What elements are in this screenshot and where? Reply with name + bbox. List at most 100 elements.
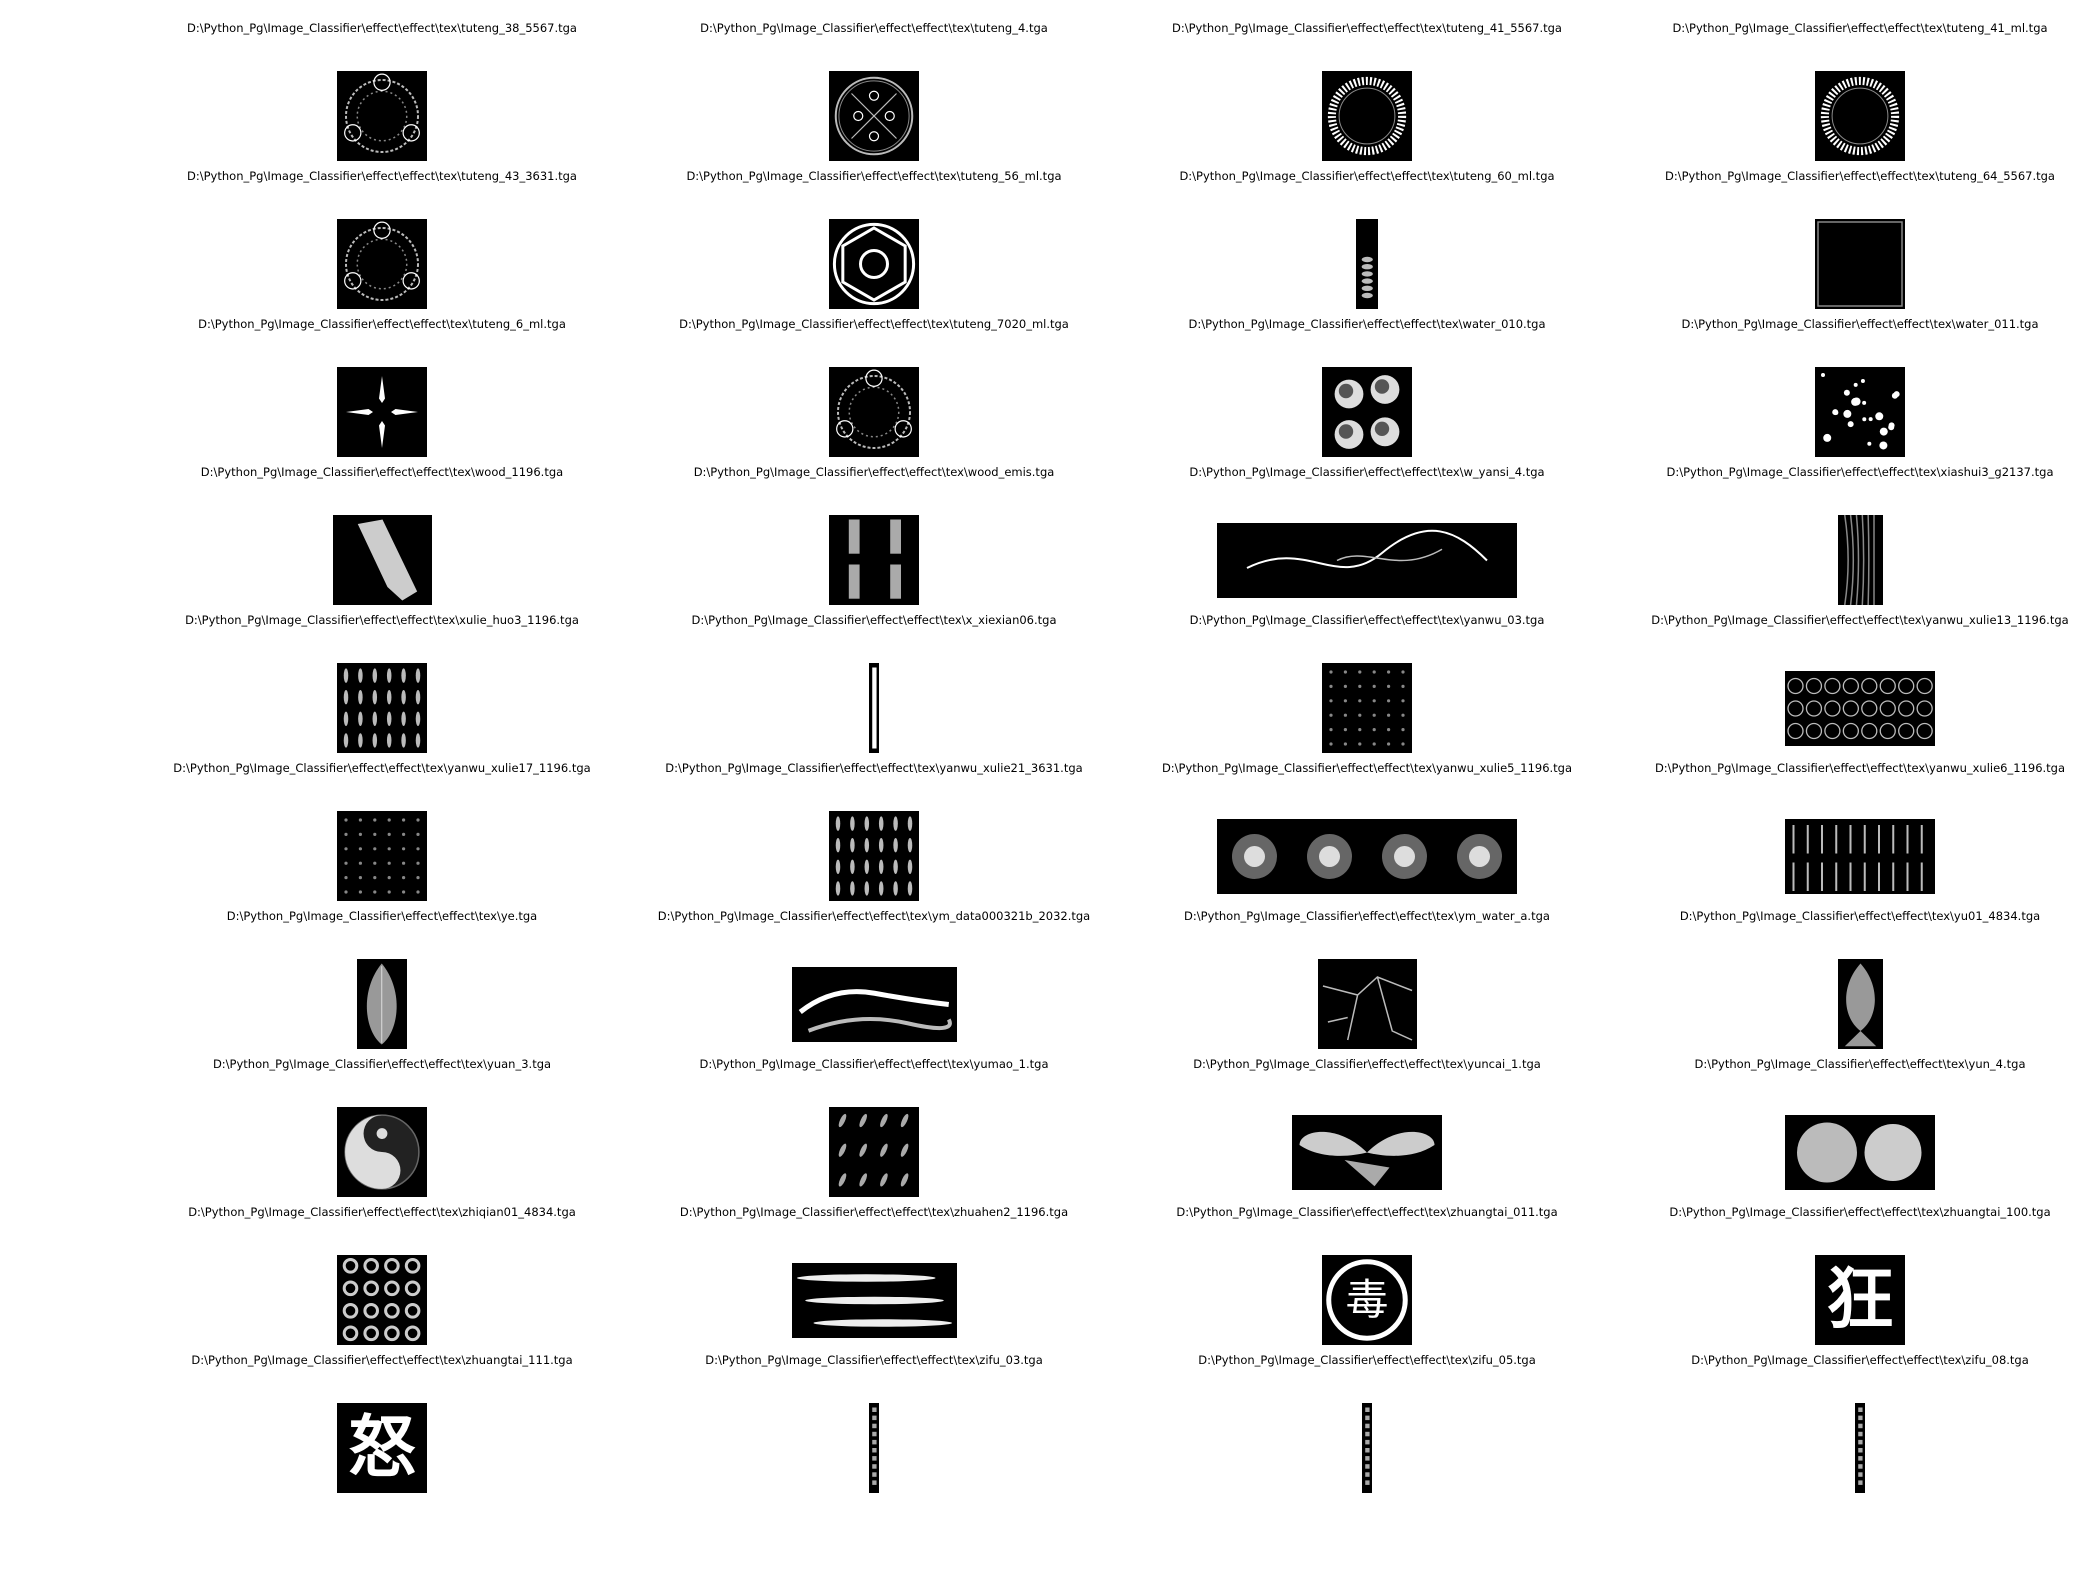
image-cell: D:\Python_Pg\Image_Classifier\effect\eff… <box>614 1057 1134 1204</box>
image-cell: D:\Python_Pg\Image_Classifier\effect\eff… <box>614 317 1134 464</box>
image-title: D:\Python_Pg\Image_Classifier\effect\eff… <box>1672 21 2048 35</box>
image-title: D:\Python_Pg\Image_Classifier\effect\eff… <box>1184 909 1550 923</box>
texture-image <box>1843 515 1875 605</box>
texture-image <box>871 667 877 749</box>
texture-image <box>798 988 952 1033</box>
texture-thumbnail <box>1815 367 1905 457</box>
image-cell: D:\Python_Pg\Image_Classifier\effect\eff… <box>1107 465 1627 612</box>
image-cell: D:\Python_Pg\Image_Classifier\effect\eff… <box>122 1057 642 1204</box>
texture-image <box>342 1258 421 1342</box>
image-title: D:\Python_Pg\Image_Classifier\effect\eff… <box>1179 169 1555 183</box>
texture-thumbnail <box>868 1403 880 1493</box>
image-title: D:\Python_Pg\Image_Classifier\effect\eff… <box>1189 465 1545 479</box>
image-title: D:\Python_Pg\Image_Classifier\effect\eff… <box>691 613 1057 627</box>
texture-image <box>832 222 916 306</box>
image-cell: D:\Python_Pg\Image_Classifier\effect\eff… <box>1107 1205 1627 1352</box>
image-title: D:\Python_Pg\Image_Classifier\effect\eff… <box>1193 1057 1541 1071</box>
texture-thumbnail <box>829 515 919 605</box>
image-title: D:\Python_Pg\Image_Classifier\effect\eff… <box>188 1205 576 1219</box>
image-title: D:\Python_Pg\Image_Classifier\effect\eff… <box>657 909 1091 923</box>
image-title: D:\Python_Pg\Image_Classifier\effect\eff… <box>1694 1057 2026 1071</box>
texture-thumbnail <box>829 811 919 901</box>
image-title: D:\Python_Pg\Image_Classifier\effect\eff… <box>1172 21 1562 35</box>
image-title: D:\Python_Pg\Image_Classifier\effect\eff… <box>1651 613 2069 627</box>
texture-image <box>1792 824 1923 891</box>
texture-thumbnail <box>337 367 427 457</box>
texture-thumbnail <box>1361 1403 1373 1493</box>
image-cell: D:\Python_Pg\Image_Classifier\effect\eff… <box>614 613 1134 760</box>
image-title: D:\Python_Pg\Image_Classifier\effect\eff… <box>686 169 1062 183</box>
texture-thumbnail <box>1815 71 1905 161</box>
image-title: D:\Python_Pg\Image_Classifier\effect\eff… <box>1161 761 1573 775</box>
image-title: D:\Python_Pg\Image_Classifier\effect\eff… <box>187 21 577 35</box>
image-cell: D:\Python_Pg\Image_Classifier\effect\eff… <box>614 21 1134 168</box>
texture-thumbnail <box>1837 959 1883 1049</box>
image-title: D:\Python_Pg\Image_Classifier\effect\eff… <box>212 1057 552 1071</box>
texture-image <box>838 1113 909 1187</box>
texture-thumbnail: 怒 <box>337 1403 427 1493</box>
image-title: D:\Python_Pg\Image_Classifier\effect\eff… <box>1691 1353 2029 1367</box>
image-title: D:\Python_Pg\Image_Classifier\effect\eff… <box>1666 465 2054 479</box>
image-cell: D:\Python_Pg\Image_Classifier\effect\eff… <box>614 909 1134 1056</box>
texture-image: 狂 <box>1826 1260 1894 1339</box>
texture-thumbnail <box>829 219 919 309</box>
image-cell: D:\Python_Pg\Image_Classifier\effect\eff… <box>1600 465 2099 612</box>
image-title: D:\Python_Pg\Image_Classifier\effect\eff… <box>699 1057 1049 1071</box>
texture-thumbnail <box>337 219 427 309</box>
image-cell: D:\Python_Pg\Image_Classifier\effect\eff… <box>1107 169 1627 316</box>
image-cell: D:\Python_Pg\Image_Classifier\effect\eff… <box>122 909 642 1056</box>
image-cell: D:\Python_Pg\Image_Classifier\effect\eff… <box>614 1353 1134 1500</box>
texture-thumbnail <box>829 71 919 161</box>
texture-image <box>848 519 901 599</box>
image-cell: D:\Python_Pg\Image_Classifier\effect\eff… <box>614 465 1134 612</box>
image-title: D:\Python_Pg\Image_Classifier\effect\eff… <box>705 1353 1043 1367</box>
texture-thumbnail <box>337 663 427 753</box>
texture-thumbnail <box>1317 959 1417 1049</box>
texture-thumbnail <box>1217 522 1517 598</box>
texture-image <box>344 73 420 153</box>
image-cell: D:\Python_Pg\Image_Classifier\effect\eff… <box>1600 909 2099 1056</box>
texture-thumbnail <box>868 663 880 753</box>
texture-thumbnail <box>1355 219 1379 309</box>
texture-image <box>344 818 420 894</box>
texture-thumbnail <box>1217 818 1517 894</box>
image-title: D:\Python_Pg\Image_Classifier\effect\eff… <box>679 317 1069 331</box>
image-cell: D:\Python_Pg\Image_Classifier\effect\eff… <box>614 1205 1134 1352</box>
svg-text:毒: 毒 <box>1346 1275 1389 1325</box>
texture-image <box>796 1273 952 1327</box>
texture-image <box>346 376 418 448</box>
texture-image <box>1329 670 1405 746</box>
image-cell: D:\Python_Pg\Image_Classifier\effect\eff… <box>122 169 642 316</box>
texture-image <box>344 1114 420 1190</box>
image-cell: D:\Python_Pg\Image_Classifier\effect\eff… <box>1107 317 1627 464</box>
texture-thumbnail <box>791 1262 957 1338</box>
image-title: D:\Python_Pg\Image_Classifier\effect\eff… <box>198 317 566 331</box>
image-title: D:\Python_Pg\Image_Classifier\effect\eff… <box>1176 1205 1558 1219</box>
image-cell: D:\Python_Pg\Image_Classifier\effect\eff… <box>1600 1057 2099 1204</box>
texture-image <box>357 519 417 601</box>
texture-image <box>1232 833 1502 879</box>
image-title: D:\Python_Pg\Image_Classifier\effect\eff… <box>200 465 564 479</box>
image-cell: D:\Python_Pg\Image_Classifier\effect\eff… <box>1600 169 2099 316</box>
image-cell: D:\Python_Pg\Image_Classifier\effect\eff… <box>1600 761 2099 908</box>
texture-thumbnail <box>829 367 919 457</box>
texture-thumbnail <box>1322 367 1412 457</box>
texture-image <box>1322 976 1412 1041</box>
image-cell: D:\Python_Pg\Image_Classifier\effect\eff… <box>614 761 1134 908</box>
texture-thumbnail <box>1322 663 1412 753</box>
texture-thumbnail <box>1292 1114 1442 1190</box>
image-title: D:\Python_Pg\Image_Classifier\effect\eff… <box>173 761 591 775</box>
image-title: D:\Python_Pg\Image_Classifier\effect\eff… <box>1188 317 1546 331</box>
image-cell: D:\Python_Pg\Image_Classifier\effect\eff… <box>1107 761 1627 908</box>
image-title: D:\Python_Pg\Image_Classifier\effect\eff… <box>1654 761 2066 775</box>
texture-thumbnail <box>1837 515 1883 605</box>
image-title: D:\Python_Pg\Image_Classifier\effect\eff… <box>679 1205 1069 1219</box>
image-title: D:\Python_Pg\Image_Classifier\effect\eff… <box>1681 317 2039 331</box>
image-cell: D:\Python_Pg\Image_Classifier\effect\eff… <box>1107 1057 1627 1204</box>
texture-thumbnail <box>829 1107 919 1197</box>
texture-image <box>1821 373 1900 450</box>
image-cell: D:\Python_Pg\Image_Classifier\effect\eff… <box>1600 1205 2099 1352</box>
image-cell: D:\Python_Pg\Image_Classifier\effect\eff… <box>122 1353 642 1500</box>
texture-thumbnail: 毒 <box>1322 1255 1412 1345</box>
